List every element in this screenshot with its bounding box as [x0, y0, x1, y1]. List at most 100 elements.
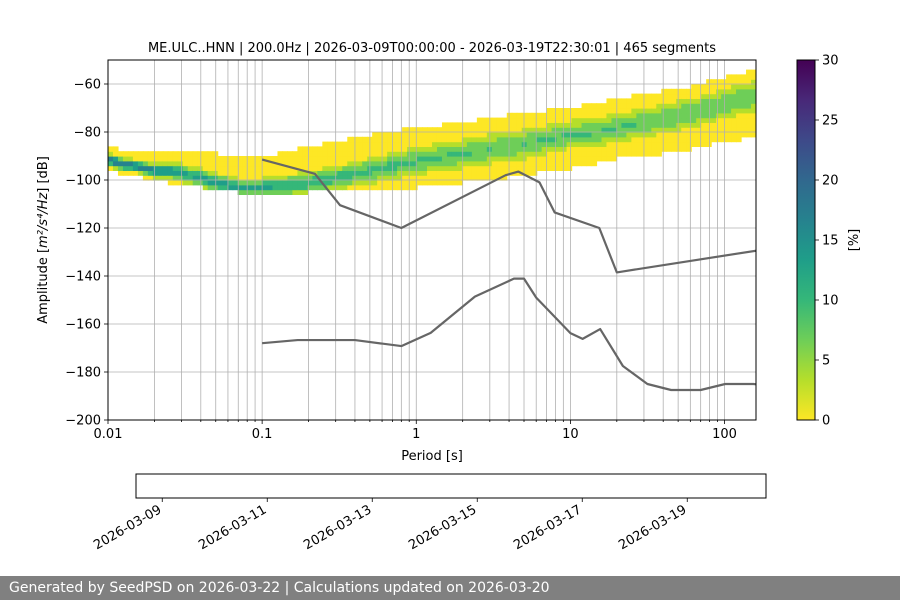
- heat-cell: [471, 136, 478, 143]
- heat-cell: [157, 151, 164, 157]
- heat-cell: [581, 122, 588, 128]
- heat-cell: [536, 127, 543, 133]
- heat-cell: [571, 151, 578, 157]
- heat-cell: [292, 184, 299, 191]
- heat-cell: [516, 117, 523, 123]
- heat-cell: [601, 117, 608, 123]
- heat-cell: [611, 103, 618, 109]
- heat-cell: [736, 132, 742, 138]
- heat-cell: [681, 136, 687, 143]
- heat-cell: [686, 127, 692, 133]
- heat-cell: [432, 170, 438, 176]
- heat-cell: [397, 175, 403, 181]
- heat-cell: [347, 160, 353, 167]
- heat-cell: [242, 165, 249, 171]
- heat-cell: [327, 175, 333, 181]
- heat-cell: [372, 170, 378, 176]
- heat-cell: [142, 160, 149, 167]
- y-tick-label: −120: [65, 222, 101, 237]
- heat-cell: [536, 146, 543, 152]
- y-axis-label: Amplitude [m²/s⁴/Hz] [dB]: [36, 156, 51, 324]
- heat-cell: [182, 151, 189, 157]
- heat-cell: [631, 132, 637, 138]
- heat-cell: [112, 146, 119, 152]
- heat-cell: [746, 132, 752, 138]
- heat-cell: [666, 98, 672, 104]
- heat-cell: [586, 112, 593, 119]
- heat-cell: [432, 175, 438, 181]
- heat-cell: [671, 146, 677, 152]
- heat-cell: [701, 98, 707, 104]
- heat-cell: [516, 146, 523, 152]
- heat-cell: [427, 165, 433, 171]
- heat-cell: [302, 189, 308, 195]
- heat-cell: [636, 122, 642, 128]
- heat-cell: [422, 170, 428, 176]
- heat-cell: [566, 160, 573, 167]
- heat-cell: [496, 156, 503, 162]
- heat-cell: [382, 175, 388, 181]
- heat-cell: [187, 175, 194, 181]
- heat-cell: [676, 127, 682, 133]
- heat-cell: [556, 127, 563, 133]
- heat-cell: [696, 132, 702, 138]
- heat-cell: [451, 160, 458, 167]
- heat-cell: [531, 117, 538, 123]
- footer-bar: Generated by SeedPSD on 2026-03-22 | Cal…: [0, 576, 900, 600]
- heat-cell: [586, 108, 593, 114]
- heat-cell: [162, 175, 169, 181]
- heat-cell: [551, 122, 558, 128]
- heat-cell: [152, 151, 159, 157]
- heat-cell: [511, 132, 518, 138]
- heat-cell: [736, 74, 742, 80]
- heat-cell: [172, 175, 179, 181]
- heat-cell: [511, 141, 518, 147]
- heat-cell: [372, 184, 378, 191]
- heat-cell: [327, 160, 333, 167]
- heat-cell: [721, 112, 727, 119]
- heat-cell: [611, 122, 618, 128]
- heat-cell: [501, 127, 508, 133]
- heat-cell: [152, 160, 159, 167]
- heat-cell: [377, 146, 383, 152]
- heat-cell: [392, 141, 398, 147]
- heat-cell: [681, 127, 687, 133]
- heat-cell: [721, 132, 727, 138]
- heat-cell: [357, 175, 363, 181]
- heat-cell: [661, 103, 667, 109]
- heat-cell: [461, 156, 468, 162]
- heat-cell: [626, 136, 632, 143]
- heat-cell: [108, 160, 114, 167]
- heat-cell: [267, 160, 274, 167]
- heat-cell: [262, 180, 269, 186]
- heat-cell: [332, 156, 338, 162]
- heat-cell: [751, 69, 756, 75]
- heat-cell: [312, 165, 318, 171]
- heat-cell: [282, 151, 289, 157]
- heat-cell: [407, 180, 413, 186]
- heat-cell: [262, 170, 269, 176]
- heat-cell: [531, 160, 538, 167]
- heat-cell: [152, 165, 159, 171]
- heat-cell: [666, 88, 672, 95]
- heat-cell: [402, 160, 408, 167]
- heat-cell: [202, 151, 209, 157]
- heat-cell: [491, 141, 498, 147]
- heat-cell: [456, 156, 463, 162]
- heat-cell: [427, 132, 433, 138]
- heat-cell: [621, 141, 627, 147]
- heat-cell: [591, 136, 598, 143]
- heat-cell: [402, 136, 408, 143]
- heat-cell: [691, 132, 697, 138]
- heat-cell: [531, 146, 538, 152]
- heat-cell: [676, 117, 682, 123]
- heat-cell: [277, 189, 284, 195]
- heat-cell: [422, 160, 428, 167]
- heat-cell: [337, 156, 343, 162]
- heat-cell: [506, 141, 513, 147]
- heat-cell: [481, 165, 488, 171]
- heat-cell: [606, 103, 613, 109]
- heat-cell: [407, 156, 413, 162]
- heat-cell: [292, 151, 299, 157]
- heat-cell: [481, 117, 488, 123]
